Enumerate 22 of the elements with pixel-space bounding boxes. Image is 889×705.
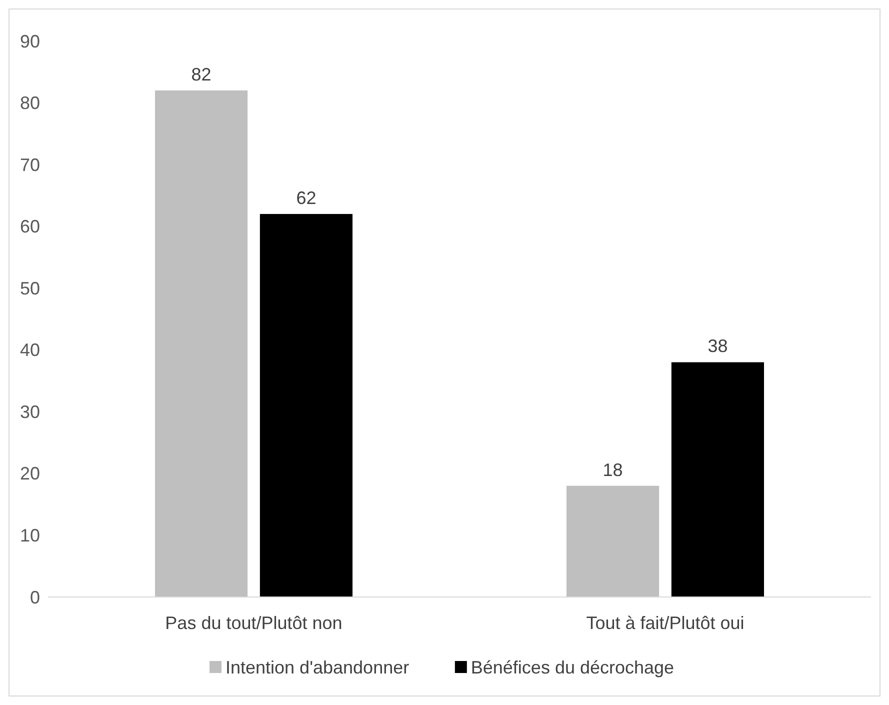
y-tick-label: 10 (20, 526, 40, 546)
data-label: 62 (296, 188, 316, 208)
bar (260, 214, 353, 597)
bar (671, 362, 764, 597)
x-tick-label: Pas du tout/Plutôt non (165, 613, 342, 633)
legend-label: Intention d'abandonner (226, 657, 410, 678)
y-tick-label: 70 (20, 154, 40, 175)
data-label: 82 (191, 64, 212, 84)
x-tick-label: Tout à fait/Plutôt oui (586, 613, 744, 633)
bar (566, 486, 660, 597)
legend-label: Bénéfices du décrochage (470, 657, 674, 678)
data-label: 18 (602, 460, 623, 480)
y-tick-label: 60 (20, 216, 40, 237)
y-tick-label: 0 (30, 587, 40, 608)
y-tick-label: 20 (20, 464, 40, 484)
y-tick-label: 90 (20, 31, 40, 52)
y-tick-label: 40 (20, 340, 40, 360)
y-tick-label: 50 (20, 278, 40, 298)
data-label: 38 (708, 336, 728, 356)
y-tick-label: 30 (20, 402, 40, 422)
y-tick-label: 80 (20, 93, 40, 114)
bar (154, 90, 248, 597)
